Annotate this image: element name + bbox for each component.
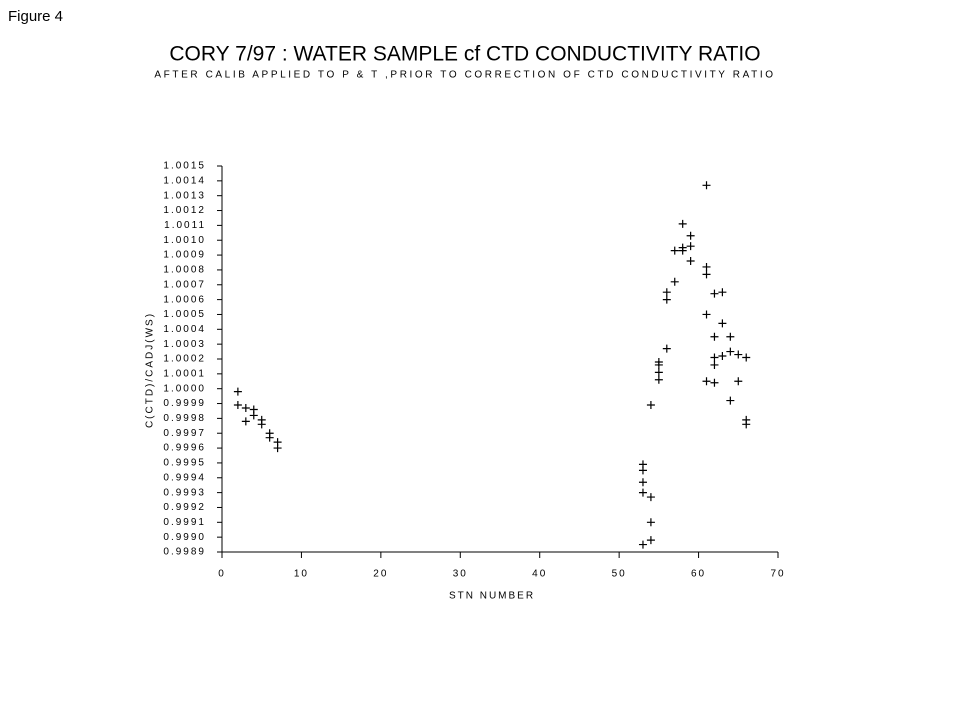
chart-subtitle: AFTER CALIB APPLIED TO P & T ,PRIOR TO C…: [154, 70, 775, 81]
y-tick-label: 0.9999: [163, 398, 206, 409]
y-tick-label: 1.0014: [163, 175, 206, 186]
data-point: [702, 377, 711, 386]
data-point: [241, 403, 250, 412]
y-tick-label: 1.0005: [163, 309, 206, 320]
data-point: [726, 396, 735, 405]
data-point: [710, 289, 719, 298]
data-point: [686, 257, 695, 266]
data-point: [257, 420, 266, 429]
data-point: [718, 319, 727, 328]
data-point: [638, 478, 647, 487]
data-point: [638, 488, 647, 497]
y-tick-label: 0.9991: [163, 517, 206, 528]
x-tick-label: 0: [218, 569, 226, 580]
y-tick-label: 0.9992: [163, 502, 206, 513]
data-point: [249, 411, 258, 420]
data-point: [742, 353, 751, 362]
data-point: [654, 375, 663, 384]
data-point: [273, 444, 282, 453]
y-tick-label: 1.0000: [163, 383, 206, 394]
y-tick-label: 0.9995: [163, 458, 206, 469]
y-tick-label: 0.9993: [163, 487, 206, 498]
data-point: [638, 540, 647, 549]
data-point: [233, 387, 242, 396]
y-tick-label: 1.0008: [163, 265, 206, 276]
data-point: [678, 219, 687, 228]
data-point: [654, 368, 663, 377]
chart-title: CORY 7/97 : WATER SAMPLE cf CTD CONDUCTI…: [169, 43, 760, 66]
y-tick-label: 1.0010: [163, 235, 206, 246]
y-tick-label: 0.9989: [163, 547, 206, 558]
data-point: [726, 332, 735, 341]
data-point: [654, 360, 663, 369]
x-tick-label: 40: [532, 569, 547, 580]
y-tick-label: 1.0002: [163, 354, 206, 365]
y-tick-label: 1.0015: [163, 161, 206, 172]
figure-label: Figure 4: [8, 8, 63, 25]
data-point: [710, 353, 719, 362]
x-tick-label: 60: [691, 569, 706, 580]
data-point: [662, 288, 671, 297]
x-tick-label: 10: [294, 569, 309, 580]
data-point: [670, 246, 679, 255]
data-point: [710, 360, 719, 369]
data-point: [686, 242, 695, 251]
y-tick-label: 1.0007: [163, 279, 206, 290]
y-tick-label: 1.0013: [163, 190, 206, 201]
data-point: [646, 493, 655, 502]
data-point: [702, 181, 711, 190]
data-point: [646, 536, 655, 545]
data-point: [646, 401, 655, 410]
data-point: [662, 295, 671, 304]
y-tick-label: 1.0011: [164, 220, 206, 231]
y-tick-label: 0.9994: [163, 472, 206, 483]
data-point: [265, 433, 274, 442]
data-point: [742, 420, 751, 429]
y-tick-label: 1.0001: [163, 368, 206, 379]
x-tick-label: 50: [612, 569, 627, 580]
data-point: [702, 262, 711, 271]
y-tick-label: 0.9997: [163, 428, 206, 439]
x-tick-label: 20: [373, 569, 388, 580]
y-tick-label: 0.9998: [163, 413, 206, 424]
data-point: [233, 401, 242, 410]
y-tick-label: 1.0006: [163, 294, 206, 305]
x-tick-label: 30: [453, 569, 468, 580]
data-point: [678, 246, 687, 255]
data-point: [710, 332, 719, 341]
y-tick-label: 1.0004: [163, 324, 206, 335]
data-point: [662, 344, 671, 353]
y-tick-label: 0.9990: [163, 532, 206, 543]
data-point: [702, 310, 711, 319]
x-axis-label: STN NUMBER: [449, 591, 535, 602]
y-tick-label: 1.0003: [163, 339, 206, 350]
data-point: [710, 378, 719, 387]
y-tick-label: 1.0009: [163, 250, 206, 261]
data-point: [686, 231, 695, 240]
data-point: [646, 518, 655, 527]
x-tick-label: 70: [770, 569, 785, 580]
data-point: [726, 347, 735, 356]
data-point: [734, 350, 743, 359]
data-point: [734, 377, 743, 386]
data-point: [241, 417, 250, 426]
y-axis-label: C(CTD)/CADJ(WS): [145, 312, 156, 428]
data-point: [718, 352, 727, 361]
data-point: [702, 270, 711, 279]
data-point: [718, 288, 727, 297]
data-point: [638, 466, 647, 475]
y-tick-label: 1.0012: [163, 205, 206, 216]
y-tick-label: 0.9996: [163, 443, 206, 454]
data-point: [670, 277, 679, 286]
